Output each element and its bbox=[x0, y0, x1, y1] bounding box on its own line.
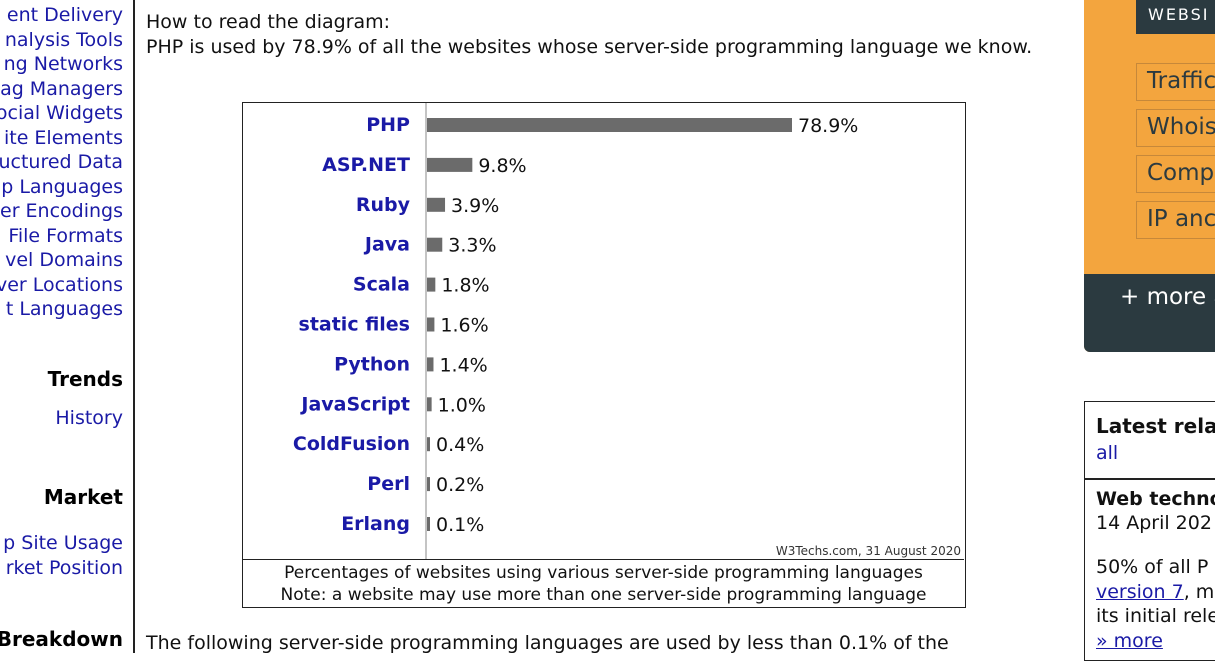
caption-line-2: Note: a website may use more than one se… bbox=[280, 584, 927, 605]
category-label[interactable]: ASP.NET bbox=[322, 154, 410, 176]
news-body: 50% of all P version 7, m its initial re… bbox=[1096, 555, 1215, 653]
news-line-3: its initial rele bbox=[1096, 605, 1215, 627]
bar bbox=[427, 118, 792, 132]
category-label[interactable]: JavaScript bbox=[299, 393, 410, 415]
caption-line-1: Percentages of websites using various se… bbox=[284, 563, 923, 583]
panel-tab: WEBSI bbox=[1136, 0, 1215, 34]
news-line-2: version 7, m bbox=[1096, 580, 1215, 605]
nav-link-5[interactable]: ite Elements bbox=[3, 126, 123, 149]
nav-link-11[interactable]: ver Locations bbox=[0, 273, 123, 296]
bar-chart: PHP 78.9% ASP.NET 9.8% Ruby 3.9% Java 3.3% Scala… bbox=[293, 103, 961, 559]
panel-item-ip[interactable]: IP anc bbox=[1136, 201, 1215, 239]
value-label: 1.4% bbox=[439, 354, 487, 376]
nav-divider bbox=[133, 0, 135, 653]
chart-caption: Percentages of websites using various se… bbox=[243, 559, 964, 606]
website-tools-panel: WEBSI Traffic Whois Comp IP anc + more a bbox=[1084, 0, 1215, 352]
panel-item-whois[interactable]: Whois bbox=[1136, 109, 1215, 147]
nav-link-12[interactable]: t Languages bbox=[5, 298, 123, 320]
value-label: 0.4% bbox=[436, 434, 484, 456]
bar bbox=[427, 317, 435, 332]
bar bbox=[427, 197, 446, 212]
chart-source: W3Techs.com, 31 August 2020 bbox=[776, 544, 961, 558]
nav-link-9[interactable]: File Formats bbox=[8, 224, 123, 247]
bar bbox=[427, 277, 436, 292]
latest-all-link[interactable]: all bbox=[1096, 442, 1119, 464]
intro-heading: How to read the diagram: bbox=[146, 11, 391, 33]
latest-heading: Latest rela bbox=[1096, 414, 1215, 438]
value-label: 1.0% bbox=[438, 394, 486, 416]
nav-link-8[interactable]: er Encodings bbox=[0, 200, 123, 222]
market-title: Market bbox=[43, 485, 123, 509]
latest-separator bbox=[1085, 478, 1215, 480]
nav-link-7[interactable]: p Languages bbox=[1, 175, 123, 198]
value-label: 9.8% bbox=[478, 155, 526, 177]
more-button[interactable]: + more a bbox=[1084, 274, 1215, 352]
value-label: 1.6% bbox=[440, 315, 488, 337]
left-navigation: ent Delivery nalysis Tools ng Networks ag M… bbox=[0, 0, 133, 653]
category-label[interactable]: ColdFusion bbox=[293, 433, 410, 455]
bar bbox=[427, 357, 434, 372]
diagram-intro: How to read the diagram: PHP is used by … bbox=[146, 10, 1046, 59]
bar bbox=[427, 237, 443, 252]
latest-news-box: Latest rela all Web techno 14 April 202 … bbox=[1084, 401, 1215, 661]
market-section: Market p Site Usage rket Position bbox=[3, 485, 123, 580]
nav-link-10[interactable]: vel Domains bbox=[5, 249, 123, 271]
nav-link-3[interactable]: ag Managers bbox=[0, 77, 123, 100]
news-line-1: 50% of all P bbox=[1096, 556, 1209, 578]
bar bbox=[427, 517, 430, 531]
category-label[interactable]: Ruby bbox=[356, 194, 411, 216]
bar bbox=[427, 437, 430, 452]
value-label: 3.9% bbox=[451, 195, 499, 217]
category-label[interactable]: Java bbox=[363, 234, 410, 256]
nav-link-top-site-usage[interactable]: p Site Usage bbox=[3, 532, 123, 554]
bar bbox=[427, 157, 473, 172]
trends-section: Trends History bbox=[48, 367, 123, 431]
category-label[interactable]: Scala bbox=[353, 274, 410, 296]
nav-link-4[interactable]: ocial Widgets bbox=[0, 102, 123, 124]
nav-link-history[interactable]: History bbox=[55, 407, 123, 429]
bottom-paragraph: The following server-side programming la… bbox=[146, 632, 949, 654]
trends-title: Trends bbox=[47, 367, 123, 391]
intro-text: PHP is used by 78.9% of all the websites… bbox=[146, 35, 1033, 58]
category-label[interactable]: Perl bbox=[367, 473, 410, 495]
nav-items: ent Delivery nalysis Tools ng Networks ag M… bbox=[0, 3, 123, 322]
category-label[interactable]: Python bbox=[334, 353, 410, 375]
nav-link-market-position[interactable]: rket Position bbox=[5, 556, 123, 579]
chart-frame: PHP 78.9% ASP.NET 9.8% Ruby 3.9% Java 3.3% Scala… bbox=[242, 102, 966, 608]
panel-item-comp[interactable]: Comp bbox=[1136, 155, 1215, 193]
news-title: Web techno bbox=[1096, 488, 1215, 510]
category-label[interactable]: static files bbox=[299, 314, 410, 336]
value-label: 1.8% bbox=[441, 275, 489, 297]
category-label[interactable]: PHP bbox=[366, 114, 410, 136]
value-label: 3.3% bbox=[448, 235, 496, 257]
bar bbox=[427, 477, 430, 492]
nav-link-0[interactable]: ent Delivery bbox=[6, 4, 123, 26]
nav-link-2[interactable]: ng Networks bbox=[3, 53, 123, 75]
news-date: 14 April 202 bbox=[1096, 512, 1212, 534]
nav-link-1[interactable]: nalysis Tools bbox=[4, 28, 123, 51]
bar bbox=[427, 397, 432, 412]
nav-link-6[interactable]: uctured Data bbox=[0, 151, 123, 173]
breakdown-section: Breakdown bbox=[0, 627, 123, 651]
panel-item-traffic[interactable]: Traffic bbox=[1136, 63, 1215, 101]
news-line-2-rest: , m bbox=[1183, 580, 1215, 603]
news-version-link[interactable]: version 7 bbox=[1096, 580, 1184, 603]
value-label: 0.1% bbox=[436, 514, 484, 536]
breakdown-title: Breakdown bbox=[0, 627, 123, 651]
category-label[interactable]: Erlang bbox=[341, 513, 410, 535]
value-label: 0.2% bbox=[436, 474, 484, 496]
value-label: 78.9% bbox=[798, 115, 858, 137]
news-more-link[interactable]: » more bbox=[1096, 629, 1163, 652]
